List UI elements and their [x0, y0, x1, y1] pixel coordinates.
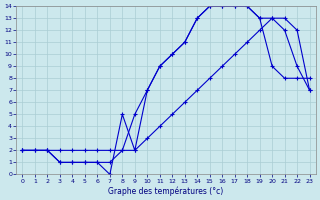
X-axis label: Graphe des températures (°c): Graphe des températures (°c) — [108, 186, 224, 196]
